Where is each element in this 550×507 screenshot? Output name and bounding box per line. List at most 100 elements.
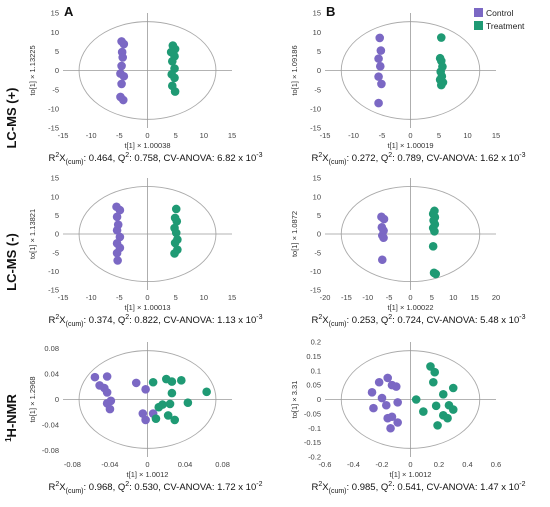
scatter-panel-b1: -15 -10 -5 0 5 10 15 15 10 5 0 -5 -10 -15 t[1] × 1.000…	[290, 9, 526, 166]
data-point-control	[393, 398, 402, 407]
panels: -15 -10 -5 0 5 10 15 15 10 5 0 -5 -10 -15 t[1] × 1.000…	[28, 9, 526, 495]
data-point-control	[112, 248, 122, 258]
y-axis-label: to[1] × 1.09186	[290, 45, 299, 95]
data-point-control	[131, 378, 141, 388]
model-stats: R2X(cum): 0.968, Q2: 0.530, CV-ANOVA: 1.…	[49, 481, 263, 495]
x-tick-label: 0	[408, 293, 412, 302]
data-point-treatment	[430, 367, 440, 377]
y-tick-label: -15	[48, 286, 59, 295]
data-point-treatment	[431, 269, 441, 279]
x-tick-label: 5	[437, 131, 441, 140]
data-point-treatment	[411, 395, 421, 404]
legend-label-control: Control	[486, 8, 514, 18]
y-tick-label: 0	[55, 395, 59, 404]
x-tick-label: -15	[320, 131, 331, 140]
data-point-treatment	[170, 238, 180, 248]
y-tick-label: -15	[48, 124, 59, 133]
y-tick-label: 15	[313, 174, 321, 183]
y-tick-label: 15	[51, 9, 59, 18]
x-tick-label: -10	[86, 293, 97, 302]
row-label-lcms-pos: LC-MS (+)	[4, 87, 19, 148]
data-point-control	[112, 212, 122, 222]
row-label-lcms-neg: LC-MS (-)	[4, 233, 19, 291]
x-tick-label: 0	[408, 131, 412, 140]
data-point-treatment	[158, 400, 167, 409]
y-axis-label: to[1] × 1.13225	[28, 45, 37, 95]
data-point-control	[141, 384, 150, 394]
y-tick-label: 0	[55, 66, 59, 75]
x-axis-label: t[1] × 1.0012	[390, 470, 432, 479]
data-point-control	[369, 403, 378, 413]
y-tick-label: -15	[310, 286, 321, 295]
y-tick-label: -15	[310, 124, 321, 133]
y-tick-label: -0.04	[42, 421, 59, 430]
data-point-treatment	[170, 73, 179, 83]
x-tick-label: -10	[86, 131, 97, 140]
y-tick-label: 15	[51, 174, 59, 183]
x-axis-label: t[1] × 1.00019	[387, 141, 433, 150]
x-tick-label: 0	[408, 460, 412, 469]
row-label-hnmr-sup: 1	[4, 437, 13, 442]
x-tick-label: 0.6	[491, 460, 501, 469]
row-label-hnmr: 1H-NMR	[4, 394, 19, 442]
data-point-control	[90, 372, 100, 382]
data-point-control	[377, 393, 387, 403]
data-point-treatment	[151, 414, 161, 423]
data-point-control	[102, 388, 112, 397]
data-point-control	[367, 388, 377, 397]
data-point-control	[375, 61, 385, 71]
scatter-panel-a2: -15 -10 -5 0 5 10 15 15 10 5 0 -5 -10 -15 t[1] × 1.000…	[28, 174, 263, 328]
x-tick-label: 10	[200, 293, 208, 302]
y-tick-label: 10	[51, 28, 59, 37]
data-point-control	[119, 39, 129, 49]
data-point-treatment	[436, 33, 446, 42]
y-tick-label: 0.15	[306, 352, 321, 361]
x-tick-label: 0.4	[462, 460, 472, 469]
data-point-treatment	[202, 387, 211, 397]
data-point-treatment	[448, 383, 458, 393]
data-point-control	[377, 255, 387, 265]
y-tick-label: -0.15	[304, 438, 321, 447]
y-tick-label: 0.05	[306, 381, 321, 390]
data-point-treatment	[171, 204, 181, 214]
model-stats: R2X(cum): 0.272, Q2: 0.789, CV-ANOVA: 1.…	[312, 152, 526, 166]
x-tick-label: -5	[386, 293, 393, 302]
y-tick-label: 0	[55, 230, 59, 239]
data-point-control	[379, 214, 389, 224]
data-point-control	[374, 98, 383, 108]
data-point-treatment	[431, 401, 441, 411]
data-point-treatment	[167, 388, 177, 398]
data-point-control	[117, 79, 126, 89]
panel-letter-a: A	[64, 4, 74, 19]
data-point-treatment	[436, 80, 446, 90]
data-point-control	[386, 423, 395, 433]
data-point-treatment	[170, 415, 180, 425]
data-point-control	[379, 233, 388, 243]
data-point-treatment	[443, 413, 452, 423]
y-tick-label: 0.08	[44, 344, 59, 353]
x-tick-label: 10	[200, 131, 208, 140]
data-point-control	[102, 372, 112, 381]
y-axis-label: to[1] × 1.0872	[290, 211, 299, 257]
x-tick-label: 15	[228, 131, 236, 140]
y-tick-label: 10	[51, 192, 59, 201]
x-tick-label: -0.2	[376, 460, 389, 469]
x-axis-label: t[1] × 1.00038	[124, 141, 170, 150]
row-label-hnmr-text: H-NMR	[4, 394, 19, 438]
x-tick-label: 20	[492, 293, 500, 302]
data-point-control	[383, 413, 393, 423]
y-tick-label: 0.2	[311, 338, 321, 347]
y-tick-label: 5	[317, 211, 321, 220]
x-tick-label: 10	[449, 293, 457, 302]
data-point-control	[377, 79, 386, 89]
legend: Control Treatment	[474, 8, 525, 31]
x-tick-label: -15	[341, 293, 352, 302]
scatter-panel-a3: -0.08 -0.04 0 0.04 0.08 0.08 0.04 0 -0.04 -0.08 t[…	[28, 342, 263, 495]
x-tick-label: -10	[362, 293, 373, 302]
model-stats: R2X(cum): 0.253, Q2: 0.724, CV-ANOVA: 5.…	[312, 314, 526, 328]
x-tick-label: -0.6	[319, 460, 332, 469]
x-tick-label: 5	[174, 293, 178, 302]
data-point-control	[115, 205, 125, 215]
data-point-control	[119, 71, 129, 81]
